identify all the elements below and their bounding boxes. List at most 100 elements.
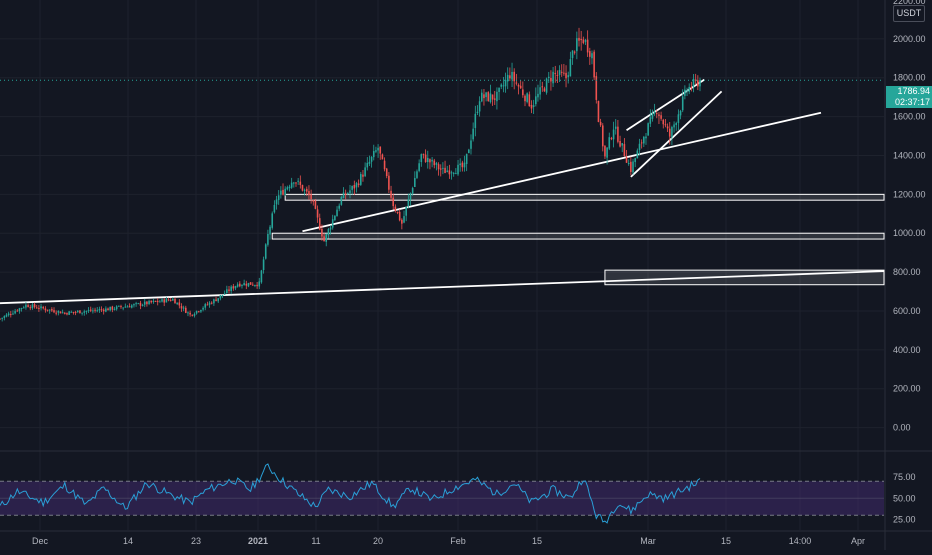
candle-body bbox=[653, 111, 656, 114]
candle-body bbox=[256, 284, 258, 287]
candle-body bbox=[472, 128, 474, 140]
time-tick-label: Dec bbox=[32, 536, 49, 546]
candle-body bbox=[580, 38, 582, 41]
candle-body bbox=[401, 219, 403, 224]
candle-body bbox=[284, 188, 286, 195]
candle-body bbox=[25, 304, 27, 308]
candle-body bbox=[275, 199, 278, 205]
candle-body bbox=[668, 128, 671, 137]
candle-body bbox=[638, 143, 641, 150]
trendline bbox=[630, 90, 723, 178]
candle-body bbox=[396, 211, 399, 213]
candle-body bbox=[573, 51, 576, 53]
candle-body bbox=[66, 313, 68, 315]
candle-body bbox=[625, 156, 628, 163]
candle-body bbox=[351, 186, 353, 190]
candle-body bbox=[576, 38, 578, 52]
candle-body bbox=[115, 306, 118, 310]
candle-body bbox=[537, 93, 539, 98]
candle-body bbox=[353, 184, 356, 189]
candle-body bbox=[338, 205, 340, 209]
price-tick-label: 1000.00 bbox=[893, 228, 926, 238]
candle-body bbox=[675, 123, 678, 125]
candle-body bbox=[485, 92, 487, 98]
candle-body bbox=[118, 305, 120, 307]
candle-body bbox=[390, 190, 392, 198]
candle-body bbox=[606, 147, 608, 158]
candle-body bbox=[515, 82, 518, 84]
candle-body bbox=[323, 236, 325, 242]
candle-body bbox=[70, 311, 73, 313]
candle-body bbox=[636, 150, 639, 159]
candle-body bbox=[511, 71, 513, 80]
candle-body bbox=[293, 182, 295, 184]
candle-body bbox=[31, 304, 34, 309]
candle-body bbox=[334, 215, 336, 221]
candle-body bbox=[513, 71, 515, 82]
candle-body bbox=[72, 311, 75, 313]
candle-body bbox=[187, 312, 189, 314]
candle-body bbox=[213, 299, 215, 304]
price-tick-label: 0.00 bbox=[893, 423, 911, 433]
candle-body bbox=[362, 174, 364, 177]
current-price-tag: 1786.94 02:37:17 bbox=[886, 86, 932, 108]
candle-body bbox=[407, 199, 410, 207]
candle-body bbox=[461, 162, 464, 168]
candle-body bbox=[394, 206, 397, 211]
candle-body bbox=[541, 86, 544, 88]
candle-body bbox=[223, 293, 226, 295]
candle-body bbox=[645, 136, 647, 139]
candle-body bbox=[558, 70, 561, 75]
candle-body bbox=[437, 164, 440, 170]
candle-body bbox=[260, 270, 263, 283]
candle-body bbox=[35, 307, 38, 309]
candle-body bbox=[385, 168, 388, 177]
candle-body bbox=[563, 72, 565, 74]
rsi-panel bbox=[0, 463, 701, 524]
candle-body bbox=[221, 294, 224, 296]
candle-body bbox=[312, 200, 315, 202]
candle-body bbox=[42, 306, 45, 309]
candle-body bbox=[539, 87, 541, 95]
candle-body bbox=[643, 136, 645, 144]
currency-label[interactable]: USDT bbox=[893, 5, 925, 22]
candle-body bbox=[647, 123, 649, 136]
candle-body bbox=[217, 298, 220, 302]
candle-body bbox=[48, 309, 51, 311]
candle-body bbox=[660, 115, 662, 119]
candle-body bbox=[664, 124, 667, 126]
candle-body bbox=[120, 306, 122, 308]
candle-body bbox=[584, 40, 587, 42]
candle-body bbox=[662, 119, 665, 125]
candle-body bbox=[5, 314, 8, 317]
candle-body bbox=[251, 284, 254, 286]
candle-body bbox=[239, 283, 241, 287]
candle-body bbox=[342, 192, 345, 198]
candle-body bbox=[305, 188, 308, 192]
candle-body bbox=[651, 113, 654, 119]
candle-body bbox=[655, 113, 658, 115]
drawing-layer[interactable] bbox=[0, 78, 885, 305]
candle-body bbox=[53, 310, 55, 313]
candle-body bbox=[202, 307, 204, 310]
candle-body bbox=[314, 200, 317, 209]
candle-body bbox=[254, 284, 256, 286]
candle-body bbox=[210, 302, 213, 304]
candle-body bbox=[0, 318, 1, 320]
price-tick-label: 200.00 bbox=[893, 384, 921, 394]
candle-body bbox=[243, 283, 245, 286]
candle-body bbox=[418, 163, 420, 171]
candle-body bbox=[3, 316, 6, 318]
candle-body bbox=[122, 307, 124, 309]
candle-body bbox=[552, 71, 554, 84]
candle-body bbox=[530, 104, 533, 109]
candle-body bbox=[364, 167, 366, 177]
candle-body bbox=[139, 302, 142, 306]
price-tick-label: 1600.00 bbox=[893, 112, 926, 122]
price-tick-label: 2200.00 bbox=[893, 0, 926, 6]
candle-body bbox=[582, 39, 585, 44]
candle-body bbox=[27, 305, 29, 308]
candle-body bbox=[610, 138, 613, 140]
